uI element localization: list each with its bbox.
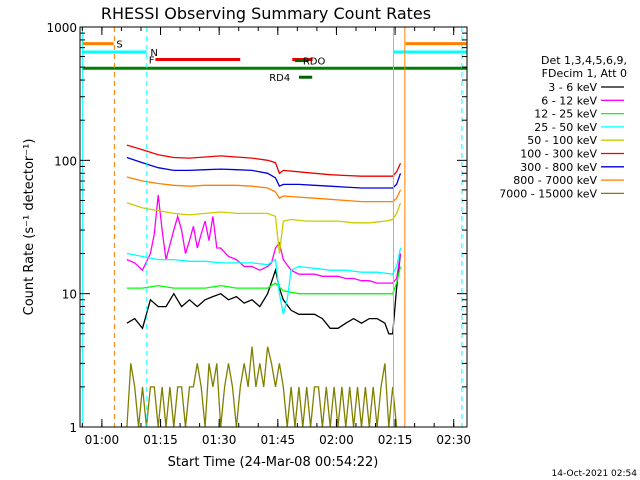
flag-label-n: N bbox=[150, 48, 157, 59]
legend-label-6-12-kev: 6 - 12 keV bbox=[541, 94, 597, 107]
legend-label-3-6-kev: 3 - 6 keV bbox=[548, 81, 597, 94]
flag-label-rd4: RD4 bbox=[269, 73, 290, 84]
legend-header-0: Det 1,3,4,5,6,9, bbox=[541, 54, 627, 67]
legend-label-12-25-kev: 12 - 25 keV bbox=[534, 108, 597, 121]
series-300-800-kev bbox=[126, 156, 402, 189]
series-25-50-kev bbox=[126, 247, 402, 315]
legend: Det 1,3,4,5,6,9,FDecim 1, Att 03 - 6 keV… bbox=[499, 54, 627, 200]
legend-label-50-100-kev: 50 - 100 keV bbox=[527, 134, 597, 147]
x-tick-label-01-15: 01:15 bbox=[143, 433, 178, 447]
series-50-100-kev bbox=[126, 202, 402, 254]
series-layer bbox=[126, 144, 402, 428]
plot-frame bbox=[79, 26, 468, 428]
y-tick-label-10: 10 bbox=[62, 288, 77, 302]
footer-timestamp: 14-Oct-2021 02:54 bbox=[552, 469, 638, 479]
chart-title: RHESSI Observing Summary Count Rates bbox=[101, 4, 431, 23]
series-800-7000-kev bbox=[126, 176, 402, 203]
x-tick-label-01-45: 01:45 bbox=[261, 433, 296, 447]
x-tick-label-02-00: 02:00 bbox=[319, 433, 354, 447]
legend-label-300-800-kev: 300 - 800 keV bbox=[520, 161, 597, 174]
x-tick-label-01-30: 01:30 bbox=[202, 433, 237, 447]
legend-label-800-7000-kev: 800 - 7000 keV bbox=[513, 174, 597, 187]
series-3-6-kev bbox=[126, 253, 402, 335]
y-tick-label-1: 1 bbox=[69, 421, 77, 435]
series-12-25-kev bbox=[126, 266, 402, 295]
legend-label-7000-15000-kev: 7000 - 15000 keV bbox=[499, 187, 597, 200]
series-6-12-kev bbox=[126, 194, 402, 284]
series-7000-15000-kev bbox=[126, 346, 398, 428]
series-100-300-kev bbox=[126, 144, 402, 177]
vertical-markers bbox=[81, 27, 463, 427]
legend-label-25-50-kev: 25 - 50 keV bbox=[534, 121, 597, 134]
flag-label-f: F bbox=[149, 56, 155, 67]
flag-label-rdo: RDO bbox=[303, 57, 326, 68]
observing-flags: S NF RDO RD4 bbox=[82, 40, 467, 84]
x-axis-ticks: 01:00 01:15 01:30 01:45 02:00 02:15 02:30 bbox=[81, 27, 471, 447]
legend-header-1: FDecim 1, Att 0 bbox=[542, 67, 627, 80]
y-axis-label: Count Rate (s⁻¹ detector⁻¹) bbox=[22, 139, 37, 316]
flag-label-s: S bbox=[116, 40, 122, 51]
x-tick-label-02-15: 02:15 bbox=[378, 433, 413, 447]
x-tick-label-01-00: 01:00 bbox=[85, 433, 120, 447]
y-axis-ticks: 1 10 100 1000 bbox=[46, 21, 467, 435]
x-axis-label: Start Time (24-Mar-08 00:54:22) bbox=[168, 455, 379, 470]
y-tick-label-1000: 1000 bbox=[46, 21, 77, 35]
x-tick-label-02-30: 02:30 bbox=[436, 433, 471, 447]
legend-label-100-300-kev: 100 - 300 keV bbox=[520, 148, 597, 161]
y-tick-label-100: 100 bbox=[54, 154, 77, 168]
